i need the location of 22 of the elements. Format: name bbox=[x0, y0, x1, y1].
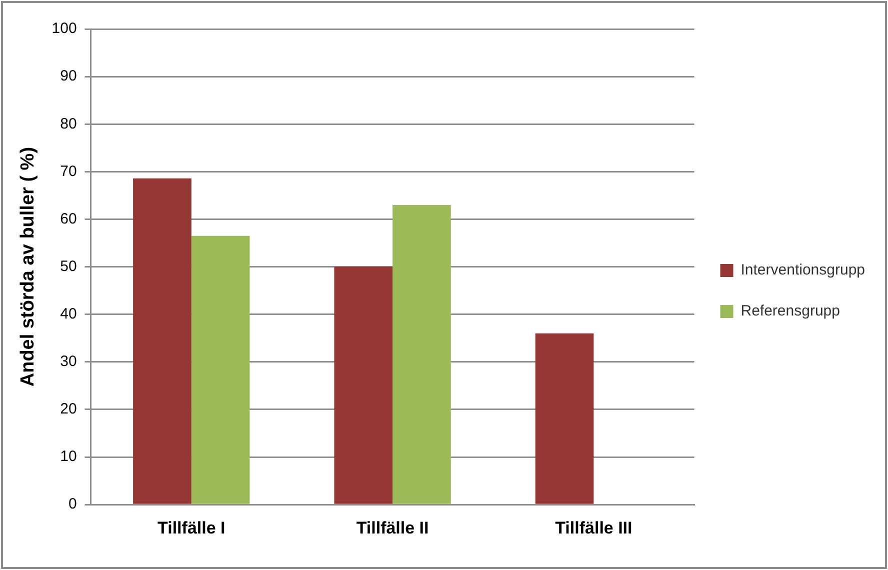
x-tick-label: Tillfälle I bbox=[158, 518, 226, 538]
y-tick-label: 10 bbox=[60, 448, 77, 466]
y-tick-label: 60 bbox=[60, 210, 77, 228]
y-tick-label: 30 bbox=[60, 353, 77, 370]
x-tick-label: Tillfälle III bbox=[555, 518, 632, 538]
y-tick-label: 50 bbox=[60, 258, 77, 275]
bar bbox=[392, 204, 451, 504]
y-tick-label: 40 bbox=[60, 306, 77, 322]
bar bbox=[535, 333, 594, 504]
y-axis-title: Andel störda av buller ( %) bbox=[18, 146, 39, 387]
bar bbox=[191, 236, 250, 504]
legend-label: Referensgrupp bbox=[740, 302, 840, 320]
bar bbox=[133, 178, 192, 504]
y-tick-label: 100 bbox=[52, 20, 77, 38]
bar bbox=[334, 266, 393, 504]
x-tick-label: Tillfälle II bbox=[356, 518, 429, 538]
y-tick-label: 80 bbox=[60, 115, 77, 132]
y-tick-label: 90 bbox=[60, 68, 77, 85]
y-tick-label: 0 bbox=[68, 496, 77, 513]
legend-label: Interventionsgrupp bbox=[740, 262, 865, 279]
y-tick-label: 70 bbox=[60, 162, 77, 180]
y-tick-label: 20 bbox=[60, 400, 77, 418]
